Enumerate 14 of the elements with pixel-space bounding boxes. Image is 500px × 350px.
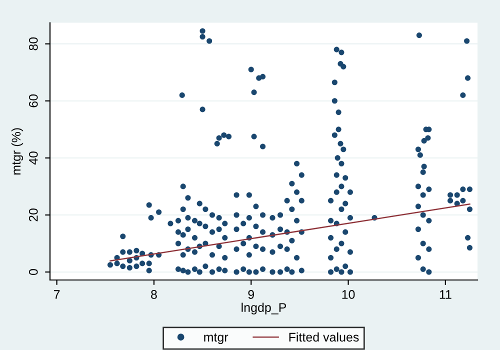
legend-label: mtgr [204, 333, 228, 344]
x-tick-label: 11 [440, 290, 452, 299]
x-axis-title: lngdp_P [242, 302, 286, 314]
y-axis-title: mtgr (%) [11, 128, 24, 174]
x-tick-label: 7 [54, 290, 60, 299]
y-tick-label: 60 [28, 94, 38, 108]
y-tick-label: 20 [28, 208, 38, 222]
x-tick-label: 10 [342, 290, 355, 299]
y-tick-label: 0 [28, 269, 38, 275]
y-tick-label: 80 [28, 37, 38, 50]
legend-label: Fitted values [289, 332, 359, 342]
x-tick-label: 9 [248, 290, 254, 299]
x-tick-label: 8 [151, 290, 157, 299]
y-tick-label: 40 [28, 151, 38, 165]
